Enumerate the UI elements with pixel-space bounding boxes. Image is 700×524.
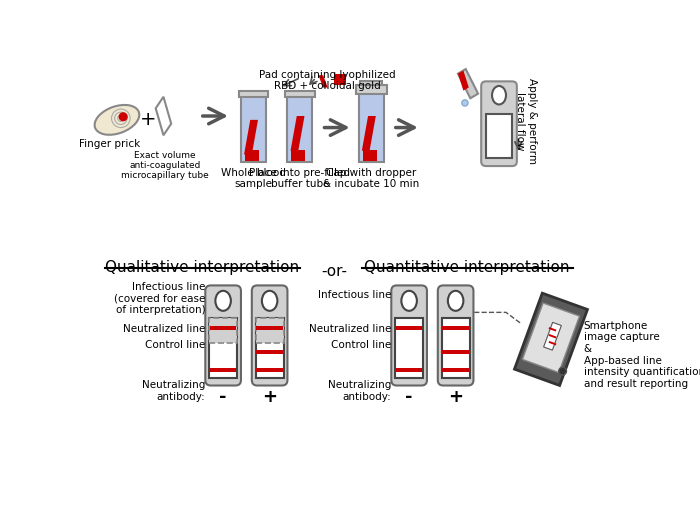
Polygon shape — [549, 341, 557, 345]
Polygon shape — [458, 71, 469, 91]
Polygon shape — [549, 334, 557, 339]
Text: +: + — [448, 388, 463, 406]
Polygon shape — [290, 116, 304, 151]
FancyBboxPatch shape — [252, 286, 288, 386]
Ellipse shape — [401, 291, 417, 311]
Ellipse shape — [216, 291, 231, 311]
Text: Exact volume
anti-coagulated
microcapillary tube: Exact volume anti-coagulated microcapill… — [121, 151, 209, 180]
Bar — [442, 368, 469, 372]
Text: Neutralizing
antibody:: Neutralizing antibody: — [328, 380, 391, 402]
FancyBboxPatch shape — [438, 286, 473, 386]
Text: Smartphone
image capture
&
App-based line
intensity quantification
and result re: Smartphone image capture & App-based lin… — [584, 321, 700, 389]
Bar — [356, 85, 386, 94]
Polygon shape — [362, 116, 376, 151]
Bar — [256, 368, 283, 372]
Bar — [241, 93, 266, 162]
Ellipse shape — [492, 86, 506, 104]
Bar — [396, 368, 422, 372]
Text: Neutralized line: Neutralized line — [309, 324, 391, 334]
Text: Quantitative interpretation: Quantitative interpretation — [365, 260, 570, 275]
Bar — [363, 150, 377, 161]
Text: Neutralized line: Neutralized line — [123, 324, 205, 334]
FancyBboxPatch shape — [391, 286, 427, 386]
Text: Place into pre-filled
buffer tube: Place into pre-filled buffer tube — [249, 168, 351, 189]
Polygon shape — [318, 75, 328, 88]
Polygon shape — [544, 322, 561, 350]
Bar — [256, 326, 283, 330]
Ellipse shape — [448, 291, 463, 311]
Text: -: - — [405, 388, 413, 406]
Polygon shape — [549, 327, 557, 332]
Bar — [334, 74, 346, 85]
Text: Pad containing lyophilized
RBD + colloidal gold: Pad containing lyophilized RBD + colloid… — [260, 70, 396, 91]
Text: Apply & perform
lateral flow: Apply & perform lateral flow — [515, 79, 537, 165]
Bar — [256, 350, 283, 354]
Bar — [288, 93, 312, 162]
Text: Neutralizing
antibody:: Neutralizing antibody: — [142, 380, 205, 402]
Polygon shape — [458, 69, 478, 99]
Bar — [442, 318, 470, 378]
Circle shape — [119, 113, 127, 121]
Bar — [291, 150, 305, 161]
Bar — [239, 91, 268, 97]
Text: Control line: Control line — [145, 340, 205, 350]
Text: Cap with dropper
& incubate 10 min: Cap with dropper & incubate 10 min — [323, 168, 419, 189]
Text: Control line: Control line — [331, 340, 391, 350]
Bar — [256, 318, 284, 343]
Text: Whole blood
sample: Whole blood sample — [221, 168, 286, 189]
Bar — [245, 150, 259, 161]
FancyBboxPatch shape — [205, 286, 241, 386]
Text: +: + — [262, 388, 277, 406]
Text: -: - — [219, 388, 227, 406]
Bar — [395, 318, 423, 378]
Polygon shape — [522, 303, 580, 373]
Bar — [256, 318, 284, 378]
Text: Infectious line: Infectious line — [318, 290, 391, 300]
Bar — [442, 350, 469, 354]
Polygon shape — [514, 293, 587, 386]
Circle shape — [559, 367, 566, 375]
Bar — [209, 318, 237, 343]
Bar — [396, 326, 422, 330]
Bar — [442, 326, 469, 330]
Text: Qualitative interpretation: Qualitative interpretation — [105, 260, 300, 275]
Polygon shape — [155, 97, 172, 135]
Ellipse shape — [262, 291, 277, 311]
Bar — [209, 318, 237, 378]
Text: +: + — [140, 111, 156, 129]
Text: -or-: -or- — [321, 264, 347, 279]
Text: Infectious line
(covered for ease
of interpretation): Infectious line (covered for ease of int… — [114, 282, 205, 315]
Polygon shape — [244, 120, 258, 155]
Bar — [360, 81, 382, 85]
Bar — [285, 91, 314, 97]
Text: Finger prick: Finger prick — [78, 139, 140, 149]
Bar — [210, 368, 237, 372]
Bar — [210, 326, 237, 330]
Circle shape — [462, 100, 468, 106]
Ellipse shape — [94, 105, 139, 135]
Bar — [486, 114, 512, 158]
Bar — [358, 93, 384, 162]
FancyBboxPatch shape — [481, 81, 517, 166]
